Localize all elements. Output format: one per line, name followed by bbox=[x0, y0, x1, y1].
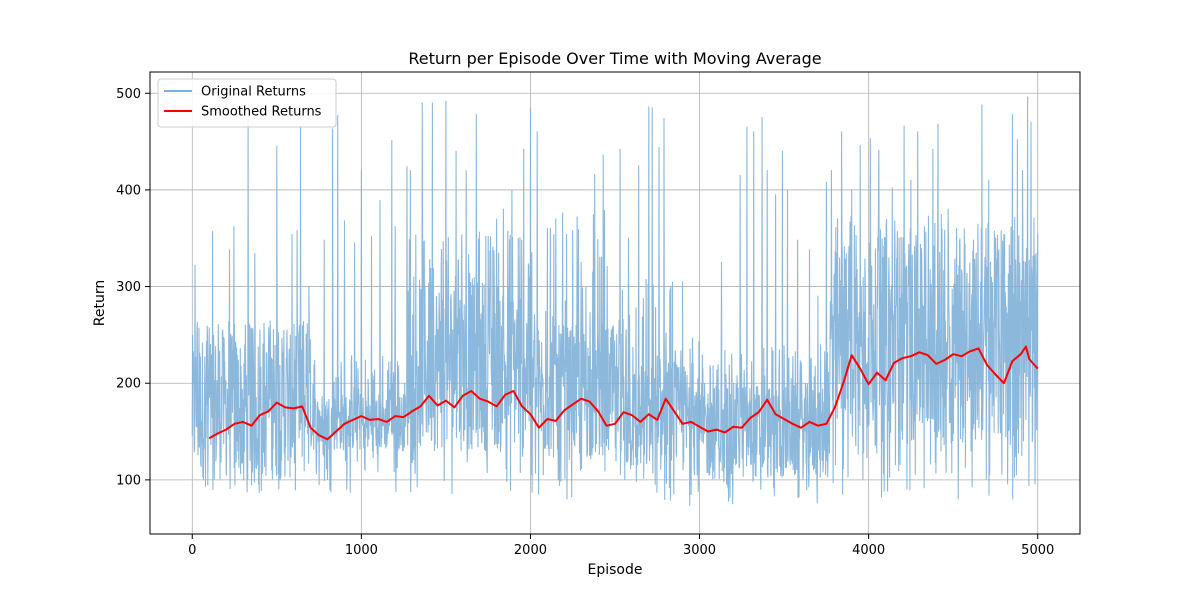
plot-frame bbox=[149, 71, 1081, 535]
x-tick-label: 3000 bbox=[683, 543, 716, 558]
smoothed-returns-line bbox=[208, 345, 1039, 441]
x-tick-label: 1000 bbox=[345, 543, 378, 558]
chart-title: Return per Episode Over Time with Moving… bbox=[408, 49, 821, 68]
legend: Original Returns Smoothed Returns bbox=[157, 78, 337, 128]
x-axis-label: Episode bbox=[588, 562, 643, 578]
y-tick-label: 300 bbox=[116, 280, 141, 295]
plot-data bbox=[191, 96, 1039, 507]
legend-label-smoothed: Smoothed Returns bbox=[201, 105, 322, 120]
axes bbox=[149, 71, 1081, 535]
y-tick-label: 500 bbox=[116, 87, 141, 102]
legend-label-original: Original Returns bbox=[201, 85, 306, 100]
x-tick-label: 4000 bbox=[852, 543, 885, 558]
original-returns-line bbox=[191, 96, 1039, 507]
y-tick-label: 200 bbox=[116, 377, 141, 392]
x-tick-label: 2000 bbox=[514, 543, 547, 558]
x-tick-label: 0 bbox=[188, 543, 196, 558]
axis-ticks: 0 1000 2000 3000 4000 5000 100 200 300 400 500 bbox=[116, 87, 1054, 558]
y-tick-label: 400 bbox=[116, 183, 141, 198]
x-tick-label: 5000 bbox=[1021, 543, 1054, 558]
y-tick-label: 100 bbox=[116, 473, 141, 488]
y-axis-label: Return bbox=[92, 280, 108, 326]
legend-box bbox=[157, 78, 337, 128]
